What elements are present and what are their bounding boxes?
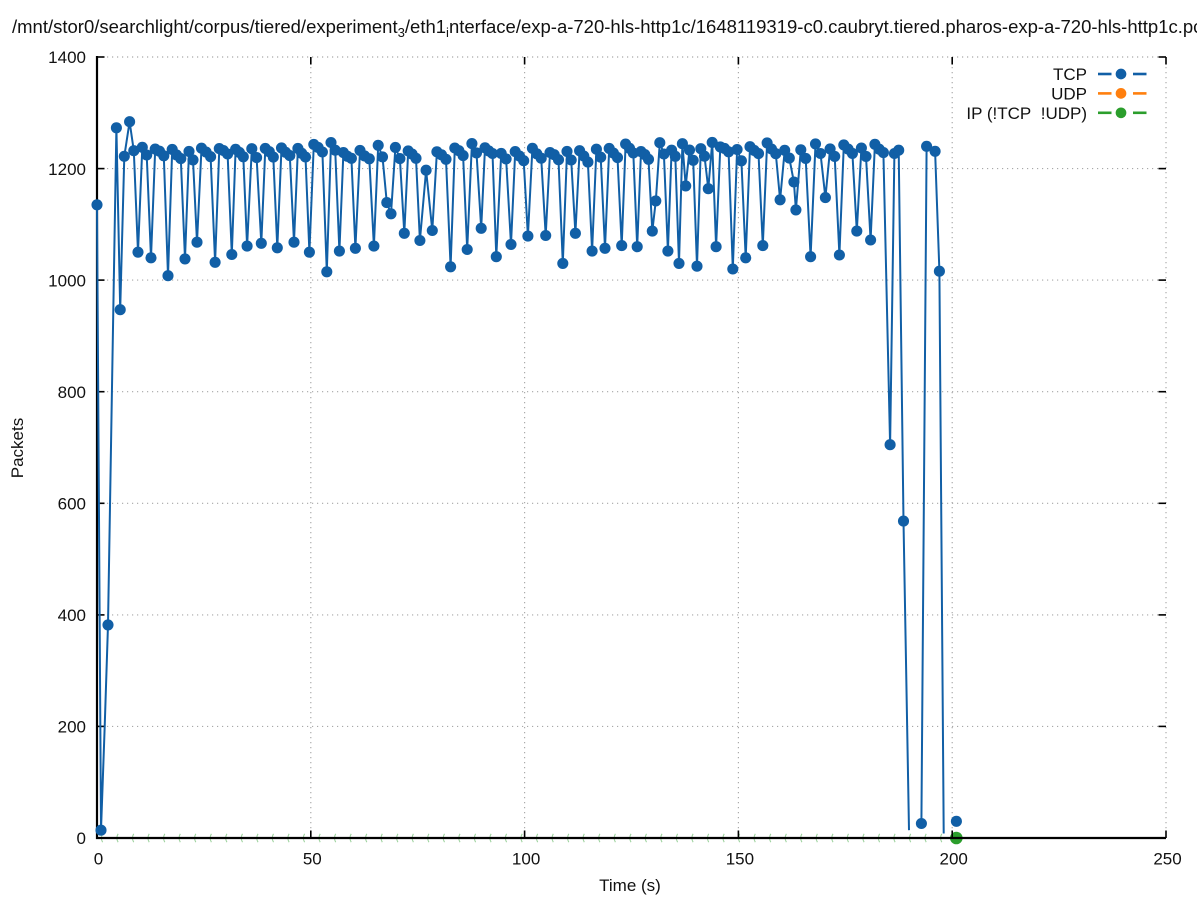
svg-text:1000: 1000 [48,271,86,290]
svg-text:600: 600 [58,495,86,514]
svg-text:100: 100 [512,850,540,869]
svg-text:200: 200 [940,850,968,869]
svg-text:250: 250 [1153,850,1181,869]
svg-text:TCP: TCP [1053,65,1087,84]
svg-text:Packets: Packets [8,418,27,478]
svg-text:200: 200 [58,718,86,737]
svg-text:400: 400 [58,606,86,625]
svg-text:UDP: UDP [1051,85,1087,104]
svg-text:IP (!TCP !UDP): IP (!TCP !UDP) [966,104,1087,123]
svg-text:150: 150 [726,850,754,869]
svg-text:0: 0 [94,850,103,869]
svg-text:800: 800 [58,383,86,402]
svg-text:0: 0 [77,829,86,848]
svg-text:50: 50 [303,850,322,869]
svg-text:1400: 1400 [48,48,86,67]
svg-text:1200: 1200 [48,160,86,179]
svg-text:/mnt/stor0/searchlight/corpus/: /mnt/stor0/searchlight/corpus/tiered/exp… [12,16,1197,40]
svg-text:Time (s): Time (s) [599,876,661,895]
